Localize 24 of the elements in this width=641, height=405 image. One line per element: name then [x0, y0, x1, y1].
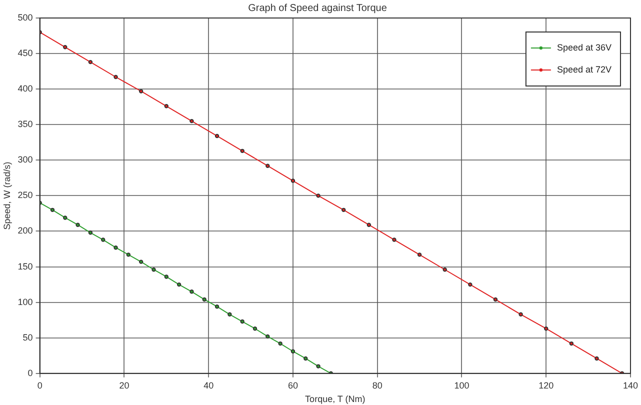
y-tick-label: 300 [18, 154, 33, 165]
y-tick-label: 150 [18, 261, 33, 272]
x-tick-label: 40 [204, 380, 214, 390]
y-tick-label: 350 [18, 119, 33, 130]
x-tick-label: 60 [288, 380, 298, 390]
y-tick-label: 500 [18, 12, 33, 22]
y-tick-label: 200 [18, 226, 33, 236]
legend-label: Speed at 72V [556, 64, 612, 74]
x-tick-label: 20 [119, 380, 130, 390]
y-tick-label: 450 [18, 48, 33, 58]
x-tick-label: 100 [454, 380, 470, 390]
y-tick-label: 0 [28, 368, 33, 378]
y-tick-label: 100 [18, 296, 33, 307]
y-tick-label: 250 [18, 190, 33, 200]
x-tick-label: 140 [622, 380, 638, 390]
y-axis-title: Speed, W (rad/s) [2, 162, 12, 230]
chart-title: Graph of Speed against Torque [248, 2, 388, 14]
y-tick-label: 400 [18, 84, 33, 94]
x-tick-label: 80 [372, 380, 382, 390]
x-tick-label: 0 [37, 380, 42, 390]
y-tick-label: 50 [22, 332, 33, 342]
x-tick-label: 120 [538, 380, 554, 390]
legend-label: Speed at 36V [556, 42, 612, 52]
x-axis-title: Torque, T (Nm) [305, 394, 366, 404]
